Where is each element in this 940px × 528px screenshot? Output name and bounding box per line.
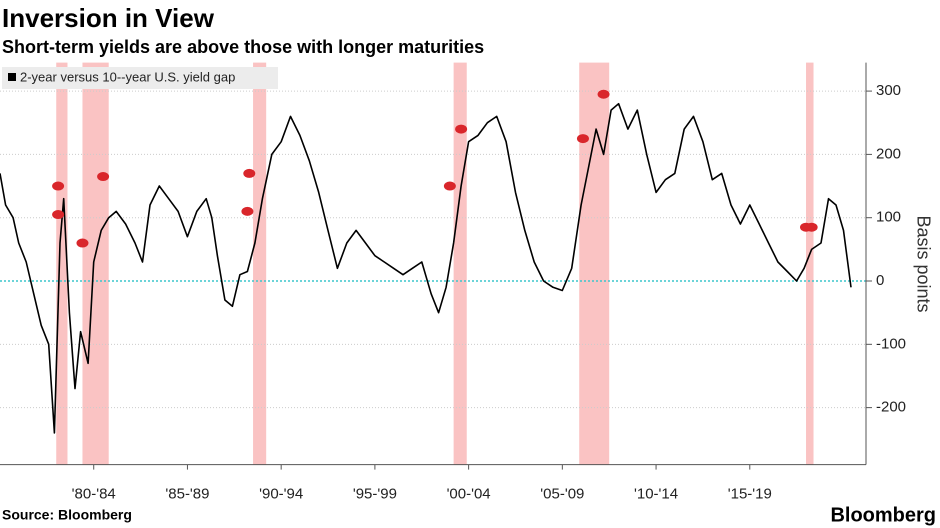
y-tick-label: -200 bbox=[876, 399, 906, 416]
data-line bbox=[0, 102, 852, 434]
y-tick-label: 0 bbox=[876, 272, 884, 289]
legend-swatch bbox=[8, 73, 16, 81]
source: Source: Bloomberg bbox=[2, 507, 132, 523]
legend-box bbox=[2, 67, 278, 89]
inversion-marker bbox=[241, 206, 254, 216]
inversion-marker bbox=[805, 222, 818, 232]
y-tick-label: 200 bbox=[876, 145, 901, 162]
inversion-marker bbox=[243, 168, 256, 178]
inversion-marker bbox=[52, 210, 65, 220]
shaded-period bbox=[453, 62, 467, 465]
brand: Bloomberg bbox=[830, 504, 936, 526]
x-tick-label: '80-'84 bbox=[72, 486, 116, 503]
shaded-period bbox=[806, 62, 814, 465]
x-tick-label: '95-'99 bbox=[353, 486, 397, 503]
chart-title: Inversion in View bbox=[2, 3, 215, 33]
inversion-marker bbox=[455, 124, 468, 134]
x-tick-label: '15-'19 bbox=[728, 486, 772, 503]
shaded-period bbox=[82, 62, 109, 465]
x-tick-label: '85-'89 bbox=[165, 486, 209, 503]
inversion-marker bbox=[597, 89, 610, 99]
y-axis-label: Basis points bbox=[913, 215, 933, 312]
legend-label: 2-year versus 10--year U.S. yield gap bbox=[20, 69, 235, 84]
x-tick-label: '05-'09 bbox=[540, 486, 584, 503]
shaded-period bbox=[253, 62, 267, 465]
inversion-marker bbox=[76, 238, 89, 248]
chart-subtitle: Short-term yields are above those with l… bbox=[2, 37, 484, 57]
y-tick-label: -100 bbox=[876, 335, 906, 352]
x-tick-label: '90-'94 bbox=[259, 486, 303, 503]
plot-area bbox=[0, 62, 866, 465]
shaded-period bbox=[579, 62, 610, 465]
y-tick-label: 300 bbox=[876, 82, 901, 99]
inversion-marker bbox=[52, 181, 65, 191]
inversion-marker bbox=[443, 181, 456, 191]
legend: 2-year versus 10--year U.S. yield gap bbox=[2, 67, 278, 89]
inversion-marker bbox=[576, 134, 589, 144]
x-tick-label: '10-'14 bbox=[634, 486, 678, 503]
x-tick-label: '00-'04 bbox=[447, 486, 491, 503]
shaded-period bbox=[56, 62, 68, 465]
inversion-marker bbox=[97, 172, 110, 182]
y-tick-label: 100 bbox=[876, 209, 901, 226]
